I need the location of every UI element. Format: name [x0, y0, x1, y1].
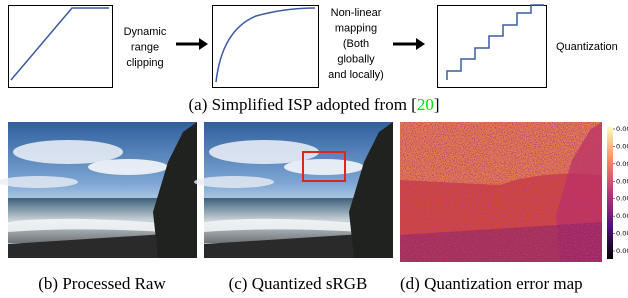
colorbar-tick-label: 0.003 — [616, 212, 628, 220]
plot-box — [438, 6, 547, 88]
image-caption: (c) Quantized sRGB — [229, 274, 368, 293]
plot-box — [9, 6, 113, 88]
quantized-srgb-image — [194, 122, 393, 258]
arrow — [176, 38, 208, 50]
colorbar-tick-label: 0.005 — [616, 177, 628, 185]
figure: 0.008 0.007 0.006 0.005 0.004 0.003 0.002 0.001… — [0, 0, 628, 298]
colorbar-tick-label: 0.002 — [616, 230, 628, 238]
arrow — [393, 38, 425, 50]
colorbar-tick-label: 0.008 — [616, 125, 628, 133]
processed-raw-image — [0, 122, 197, 258]
colorbar-tick-label: 0.006 — [616, 160, 628, 168]
colorbar-tick-label: 0.004 — [616, 195, 628, 203]
step-label: Non-linear — [331, 7, 382, 19]
step-label: mapping — [335, 22, 377, 34]
caption-part: ] — [434, 95, 440, 114]
quantization-curve — [447, 5, 544, 80]
step-label: (Both — [343, 38, 369, 50]
step-label: globally — [337, 53, 375, 65]
mapping-curve — [216, 8, 315, 82]
step-label: Dynamic — [124, 26, 167, 38]
caption: (a) Simplified ISP adopted from [20] — [188, 95, 439, 114]
step-label: clipping — [126, 57, 163, 69]
image-caption: (b) Processed Raw — [38, 274, 166, 293]
colorbar-tick-label: 0.007 — [616, 142, 628, 150]
error-map-image — [400, 122, 602, 262]
plot-box — [213, 6, 319, 88]
caption-part: (a) Simplified ISP adopted from [ — [188, 95, 417, 114]
caption-part: 20 — [417, 95, 434, 114]
colorbar — [607, 127, 613, 259]
clip-curve — [11, 8, 109, 80]
step-label: and locally) — [328, 69, 384, 81]
page: {"pipeline": {"steps": [ {"lines": ["Dyn… — [0, 0, 628, 298]
image-caption: (d) Quantization error map — [400, 274, 583, 293]
step-label: Quantization — [556, 41, 618, 53]
step-label: range — [131, 41, 159, 53]
colorbar-tick-label: 0.001 — [616, 247, 628, 255]
